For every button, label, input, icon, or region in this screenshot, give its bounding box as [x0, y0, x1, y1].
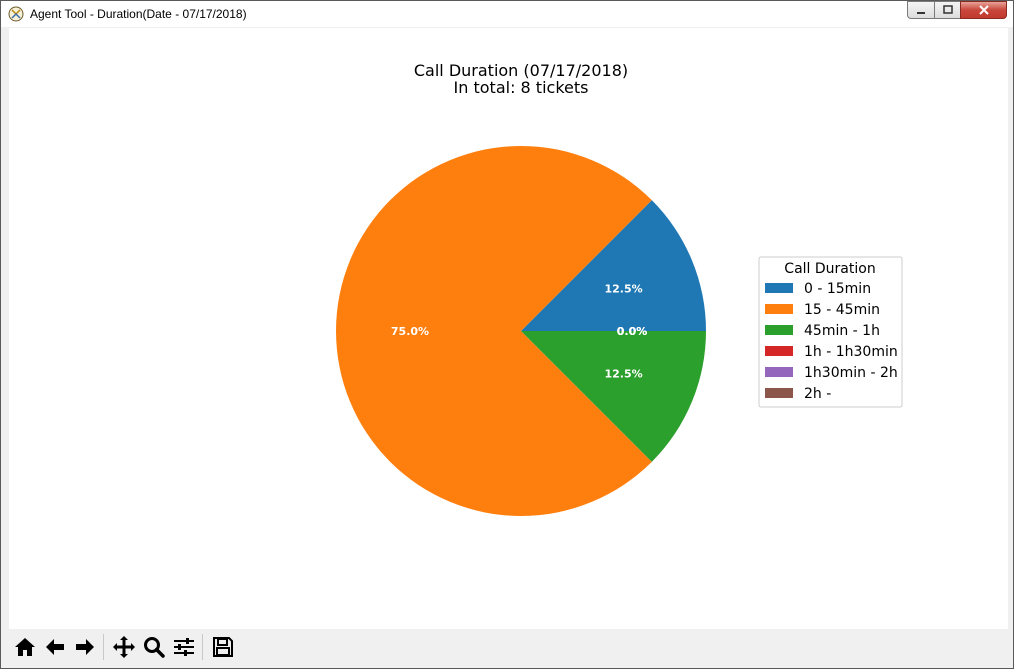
maximize-button[interactable]	[934, 1, 960, 19]
minimize-button[interactable]	[907, 1, 934, 19]
chart-title: Call Duration (07/17/2018)	[414, 61, 628, 80]
legend-label: 2h -	[804, 386, 831, 402]
pie-slice	[336, 146, 652, 516]
back-button[interactable]	[41, 633, 69, 661]
legend-label: 1h - 1h30min	[804, 344, 898, 360]
pie-percent-label: 75.0%	[391, 325, 429, 338]
back-arrow-icon	[46, 639, 64, 655]
close-icon	[978, 5, 989, 15]
title-bar[interactable]: Agent Tool - Duration(Date - 07/17/2018)	[1, 1, 1013, 27]
subplots-button[interactable]	[170, 633, 198, 661]
close-button[interactable]	[960, 1, 1007, 19]
legend-label: 1h30min - 2h	[804, 365, 898, 381]
minimize-icon	[917, 12, 925, 14]
navigation-toolbar	[9, 629, 1008, 665]
legend-swatch	[765, 283, 793, 293]
toolbar-separator	[103, 634, 104, 660]
window-controls	[907, 1, 1007, 19]
save-icon	[213, 637, 233, 657]
zoom-icon	[144, 637, 165, 658]
window-title: Agent Tool - Duration(Date - 07/17/2018)	[30, 7, 247, 21]
pan-icon	[113, 636, 135, 658]
pan-button[interactable]	[110, 633, 138, 661]
pie-slice	[521, 200, 706, 331]
toolbar-separator	[202, 634, 203, 660]
legend-swatch	[765, 346, 793, 356]
app-icon	[8, 6, 24, 22]
pie-percent-label: 12.5%	[604, 367, 642, 380]
legend-title: Call Duration	[784, 261, 875, 277]
subplots-icon	[174, 638, 194, 656]
pie-percent-label: 0.0%	[617, 325, 648, 338]
legend-items: 0 - 15min 15 - 45min 45min - 1h 1h - 1h30mi…	[765, 281, 898, 402]
pie-slices	[336, 146, 706, 516]
legend-label: 15 - 45min	[804, 302, 880, 318]
save-button[interactable]	[209, 633, 237, 661]
figure-canvas[interactable]: Call Duration (07/17/2018) In total: 8 t…	[9, 28, 1008, 629]
pie-percent-labels: 12.5%75.0%12.5%0.0%0.0%0.0%	[391, 283, 647, 381]
pie-chart: Call Duration (07/17/2018) In total: 8 t…	[336, 61, 903, 516]
legend-label: 0 - 15min	[804, 281, 871, 297]
legend-swatch	[765, 325, 793, 335]
pie-percent-label: 12.5%	[604, 283, 642, 296]
legend-swatch	[765, 367, 793, 377]
pie-percent-label: 0.0%	[617, 325, 648, 338]
legend: Call Duration 0 - 15min 15 - 45min 45min -…	[758, 256, 903, 408]
legend-box	[758, 256, 903, 408]
home-icon	[15, 638, 35, 656]
zoom-button[interactable]	[140, 633, 168, 661]
forward-button[interactable]	[71, 633, 99, 661]
forward-arrow-icon	[76, 639, 94, 655]
pie-slice	[521, 331, 706, 462]
chart-subtitle: In total: 8 tickets	[454, 78, 589, 97]
home-button[interactable]	[11, 633, 39, 661]
legend-swatch	[765, 304, 793, 314]
legend-swatch	[765, 388, 793, 398]
pie-percent-label: 0.0%	[617, 325, 648, 338]
legend-label: 45min - 1h	[804, 323, 880, 339]
maximize-icon	[942, 5, 953, 14]
